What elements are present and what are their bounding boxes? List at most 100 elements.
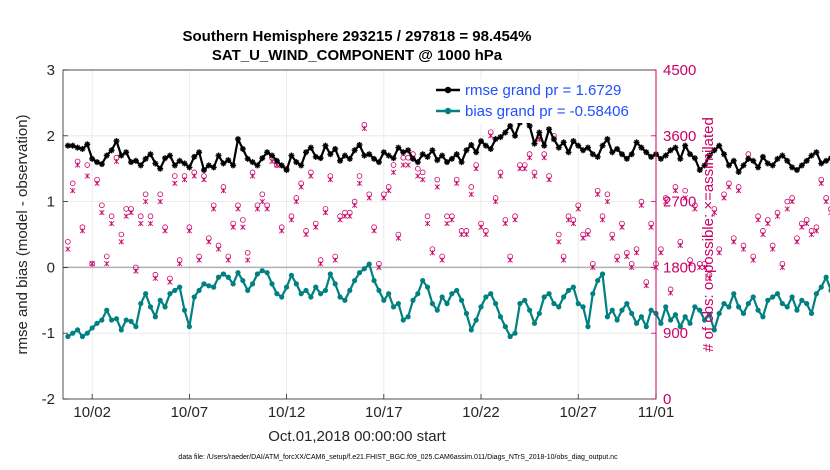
rmse-point <box>443 159 450 166</box>
rmse-point <box>755 164 762 171</box>
obs-assimilated-marker <box>259 198 265 205</box>
chart-subtitle: SAT_U_WIND_COMPONENT @ 1000 hPa <box>212 47 503 64</box>
rmse-point <box>677 155 684 162</box>
bias-point <box>181 307 188 313</box>
obs-assimilated-marker <box>191 173 197 179</box>
rmse-point <box>706 152 713 159</box>
rmse-point <box>405 147 412 154</box>
bias-point <box>405 314 411 320</box>
rmse-point <box>434 157 441 164</box>
bias-point <box>706 312 713 318</box>
bias-point <box>779 300 785 307</box>
rmse-point <box>303 149 310 156</box>
bias-point <box>439 294 445 300</box>
bias-point <box>201 281 207 287</box>
bias-point <box>726 304 732 310</box>
rmse-point <box>526 122 533 129</box>
obs-assimilated-marker <box>667 290 674 296</box>
obs-assimilated-marker <box>580 235 586 241</box>
obs-assimilated-marker <box>65 246 71 252</box>
obs-possible-marker <box>142 191 149 198</box>
rmse-point <box>604 136 611 143</box>
rmse-point <box>346 155 353 162</box>
rmse-point <box>560 139 567 146</box>
rmse-point <box>108 147 115 154</box>
obs-assimilated-marker <box>614 257 620 263</box>
bias-point <box>692 304 698 310</box>
bias-point <box>361 266 367 272</box>
obs-assimilated-marker <box>658 250 664 256</box>
obs-assimilated-marker <box>405 162 411 168</box>
obs-assimilated-marker <box>570 220 577 227</box>
rmse-point <box>803 157 810 164</box>
rmse-point <box>254 162 261 169</box>
y-tick-label: -1 <box>42 325 55 342</box>
y2-axis-label: # of obs: o=possible; ×=assimilated <box>700 117 717 352</box>
rmse-point <box>375 159 382 166</box>
obs-assimilated-marker <box>361 125 368 132</box>
rmse-point <box>492 136 499 143</box>
obs-assimilated-marker <box>201 176 207 183</box>
legend-bias-marker <box>444 107 452 115</box>
rmse-point <box>371 155 378 162</box>
x-tick-label: 10/12 <box>268 404 306 421</box>
obs-possible-marker <box>240 217 246 223</box>
bias-point <box>79 333 86 340</box>
bias-point <box>240 277 246 284</box>
bias-point <box>614 317 620 323</box>
obs-assimilated-marker <box>473 166 479 172</box>
rmse-point <box>424 153 431 160</box>
bias-point <box>541 294 547 300</box>
bias-point <box>527 307 533 313</box>
bias-point <box>667 317 674 323</box>
obs-assimilated-marker <box>381 195 387 201</box>
obs-assimilated-marker <box>123 213 129 219</box>
bias-point <box>376 287 382 294</box>
x-tick-label: 10/02 <box>73 404 111 421</box>
rmse-point <box>98 161 105 168</box>
obs-assimilated-marker <box>108 220 115 227</box>
rmse-point <box>818 160 825 167</box>
obs-possible-marker <box>356 173 363 179</box>
bias-point <box>415 291 421 297</box>
rmse-point <box>439 152 446 159</box>
obs-assimilated-marker <box>522 166 528 172</box>
rmse-point <box>667 147 674 154</box>
obs-assimilated-marker <box>215 246 222 252</box>
bias-point <box>648 307 654 313</box>
bias-point <box>390 304 397 310</box>
x-tick-label: 11/01 <box>638 404 674 421</box>
bias-point <box>740 310 747 317</box>
bias-point <box>721 300 727 307</box>
bias-point <box>400 317 406 323</box>
obs-assimilated-marker <box>298 184 304 190</box>
obs-assimilated-marker <box>376 264 382 271</box>
bias-point <box>585 324 591 330</box>
rmse-point <box>541 142 548 149</box>
obs-assimilated-marker <box>444 220 450 227</box>
rmse-point <box>147 151 154 158</box>
obs-assimilated-marker <box>390 169 397 176</box>
rmse-point <box>813 149 820 156</box>
rmse-point <box>205 162 212 169</box>
bias-point <box>318 291 324 297</box>
bias-point <box>823 274 829 280</box>
rmse-point <box>458 159 465 166</box>
obs-assimilated-marker <box>94 180 100 187</box>
obs-assimilated-marker <box>599 217 606 223</box>
y-axis-ticks: -2 -1 0 1 2 3 <box>42 62 68 408</box>
x-axis-ticks: 10/02 10/07 10/12 10/17 10/22 10/27 11/01 <box>73 394 674 421</box>
bias-point <box>94 320 100 326</box>
rmse-point <box>784 157 791 164</box>
bias-point <box>697 307 703 313</box>
obs-assimilated-marker <box>828 209 830 216</box>
bias-point <box>220 271 227 277</box>
rmse-point <box>657 155 664 162</box>
obs-assimilated-marker <box>468 191 474 197</box>
obs-assimilated-marker <box>167 279 173 285</box>
bias-point <box>497 314 504 320</box>
rmse-point <box>356 142 363 149</box>
y-axis-label: rmse and bias (model - observation) <box>14 114 31 354</box>
obs-possible-marker <box>157 191 164 198</box>
rmse-point <box>769 162 776 169</box>
